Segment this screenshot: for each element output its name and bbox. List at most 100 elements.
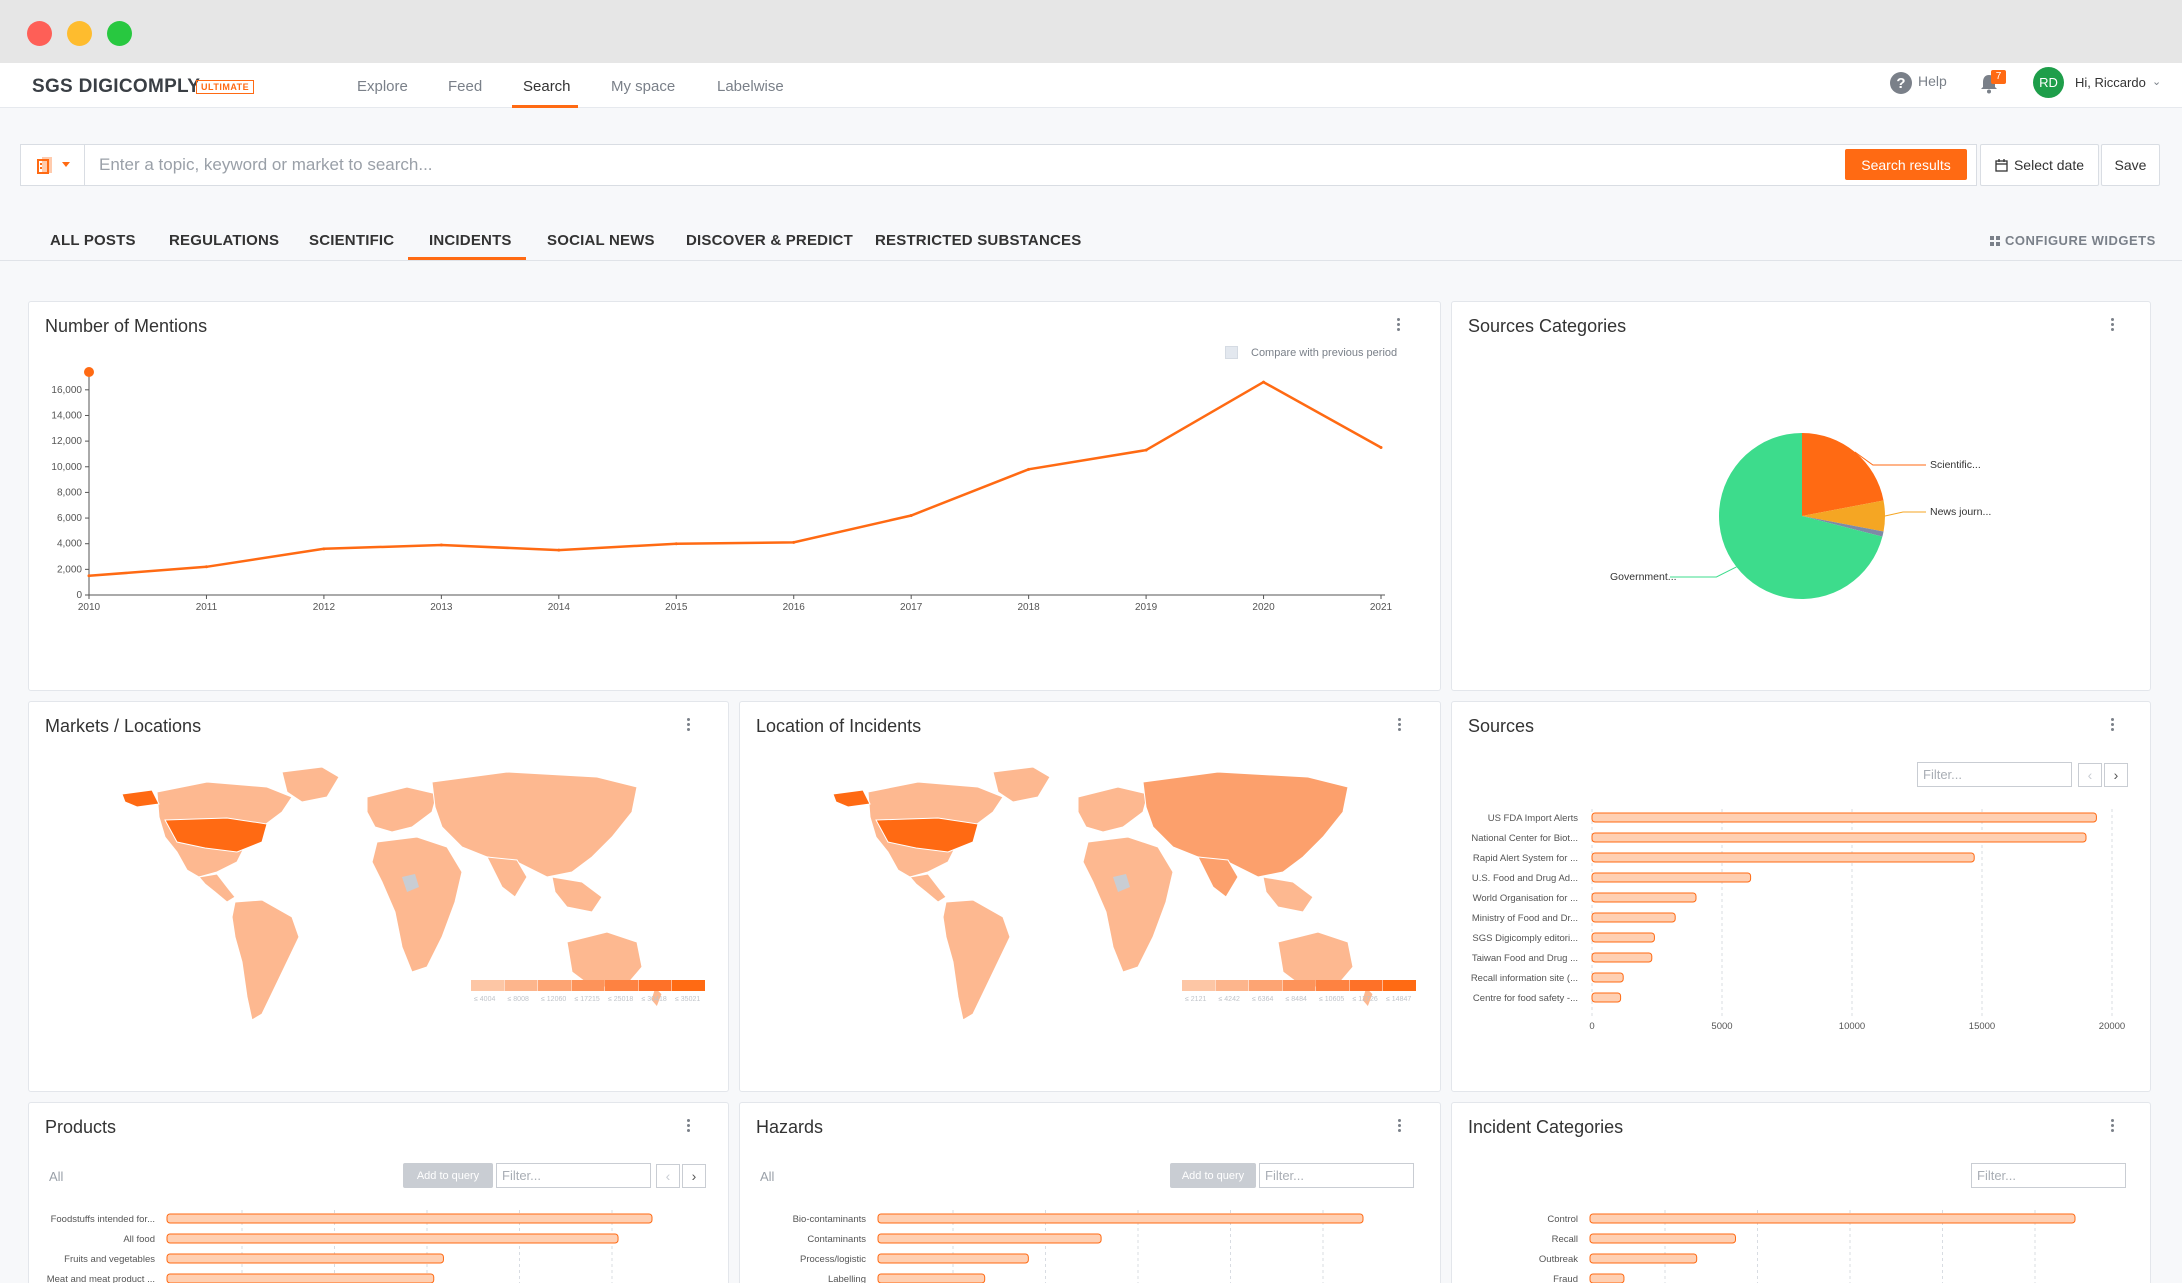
data-point	[322, 547, 326, 551]
brand-logo[interactable]: SGS DIGICOMPLY	[32, 76, 201, 97]
sources-filter-input[interactable]	[1917, 762, 2072, 787]
all-filter-link[interactable]: All	[760, 1169, 775, 1184]
bar-label: Outbreak	[1539, 1254, 1578, 1265]
map-land	[832, 766, 1374, 1021]
legend-label: ≤ 30418	[642, 996, 667, 1003]
legend-swatch	[1215, 980, 1249, 991]
legend-label: ≤ 14847	[1386, 996, 1411, 1003]
widget-hazards: Hazards All Add to query Bio-contaminant…	[739, 1102, 1441, 1283]
maximize-window-button[interactable]	[107, 21, 132, 46]
tab-regulations[interactable]: REGULATIONS	[169, 232, 280, 249]
markets-world-map[interactable]	[29, 752, 729, 1032]
hazards-bar-chart: Bio-contaminants Contaminants Process/logi…	[793, 1210, 1364, 1283]
prev-page-icon[interactable]: ‹	[656, 1164, 680, 1188]
y-axis-marker	[84, 367, 94, 377]
products-filter-input[interactable]	[496, 1163, 651, 1188]
incidents-world-map[interactable]	[740, 752, 1441, 1032]
widget-menu-icon[interactable]	[2111, 1119, 2115, 1135]
legend-swatch	[571, 980, 605, 991]
y-tick-label: 10,000	[51, 462, 82, 473]
pie-slice-government	[1718, 433, 1883, 599]
widget-menu-icon[interactable]	[1398, 1119, 1402, 1135]
next-page-icon[interactable]: ›	[2104, 763, 2128, 787]
widget-sources: Sources ‹ › US FDA Import Alerts National…	[1451, 701, 2151, 1092]
help-icon[interactable]: ?	[1890, 72, 1912, 94]
prev-page-icon[interactable]: ‹	[2078, 763, 2102, 787]
nav-search[interactable]: Search	[523, 78, 571, 95]
bar-label: SGS Digicomply editori...	[1472, 933, 1578, 944]
widget-menu-icon[interactable]	[1398, 718, 1402, 734]
map-region-alaska	[832, 789, 871, 808]
select-date-button[interactable]: Select date	[1980, 144, 2099, 186]
widget-menu-icon[interactable]	[2111, 718, 2115, 734]
compare-checkbox[interactable]	[1225, 346, 1238, 359]
compare-label[interactable]: Compare with previous period	[1251, 347, 1398, 359]
close-window-button[interactable]	[27, 21, 52, 46]
search-results-button[interactable]: Search results	[1845, 149, 1967, 180]
widget-menu-icon[interactable]	[2111, 318, 2115, 334]
legend-swatch	[672, 980, 705, 991]
bar-label: Recall information site (...	[1471, 973, 1578, 984]
x-tick-label: 2018	[1018, 602, 1041, 613]
user-greeting[interactable]: Hi, Riccardo	[2075, 75, 2146, 90]
pie-label: Government...	[1610, 571, 1677, 583]
tab-restricted-substances[interactable]: RESTRICTED SUBSTANCES	[875, 232, 1082, 249]
bar	[166, 1233, 619, 1244]
y-tick-label: 12,000	[51, 436, 82, 447]
plan-badge: ULTIMATE	[196, 80, 255, 94]
tab-social-news[interactable]: SOCIAL NEWS	[547, 232, 655, 249]
x-tick-label: 2017	[900, 602, 923, 613]
search-type-selector[interactable]	[21, 145, 85, 185]
data-point	[909, 513, 913, 517]
next-page-icon[interactable]: ›	[682, 1164, 706, 1188]
nav-my-space[interactable]: My space	[611, 78, 676, 95]
widget-menu-icon[interactable]	[687, 718, 691, 734]
x-tick-label: 2019	[1135, 602, 1158, 613]
x-tick-label: 2013	[430, 602, 453, 613]
x-tick-label: 2020	[1252, 602, 1275, 613]
tab-incidents[interactable]: INCIDENTS	[429, 232, 512, 249]
series-line	[88, 380, 1382, 578]
x-tick-label: 15000	[1969, 1021, 1995, 1032]
minimize-window-button[interactable]	[67, 21, 92, 46]
legend-label: ≤ 4004	[474, 996, 495, 1003]
search-input[interactable]	[99, 145, 1799, 185]
legend-swatch	[471, 980, 504, 991]
help-link[interactable]: Help	[1918, 73, 1947, 89]
widget-incident-categories: Incident Categories Control Recall Outbrea…	[1451, 1102, 2151, 1283]
sources-categories-pie: Scientific... News journ... Government...	[1610, 433, 1991, 599]
map-region-greenland	[281, 766, 340, 803]
avatar[interactable]: RD	[2033, 67, 2064, 98]
bar	[1589, 1273, 1625, 1283]
tab-scientific[interactable]: SCIENTIFIC	[309, 232, 395, 249]
incident-categories-filter-input[interactable]	[1971, 1163, 2126, 1188]
tab-all-posts[interactable]: ALL POSTS	[50, 232, 136, 249]
bar	[877, 1213, 1364, 1224]
tab-discover-predict[interactable]: DISCOVER & PREDICT	[686, 232, 853, 249]
configure-widgets-button[interactable]: CONFIGURE WIDGETS	[1990, 233, 2156, 248]
bar	[1589, 1213, 2076, 1224]
map-region-asia	[431, 771, 638, 878]
widget-menu-icon[interactable]	[1397, 318, 1401, 334]
legend-label: ≤ 2121	[1185, 996, 1206, 1003]
nav-labelwise[interactable]: Labelwise	[717, 78, 784, 95]
legend-swatch	[1282, 980, 1316, 991]
bar	[877, 1233, 1102, 1244]
data-point	[557, 548, 561, 552]
x-tick-label: 2014	[548, 602, 571, 613]
bar-label: Contaminants	[807, 1234, 866, 1245]
chevron-down-icon[interactable]: ⌄	[2152, 76, 2162, 88]
nav-feed[interactable]: Feed	[448, 78, 483, 95]
legend-swatch	[638, 980, 672, 991]
add-to-query-button[interactable]: Add to query	[1170, 1163, 1256, 1188]
bar	[1591, 832, 2087, 843]
add-to-query-button[interactable]: Add to query	[403, 1163, 493, 1188]
bar-label: Centre for food safety -...	[1473, 993, 1578, 1004]
calendar-icon	[1995, 158, 2008, 172]
widget-title: Hazards	[756, 1117, 824, 1137]
save-button[interactable]: Save	[2101, 144, 2160, 186]
widget-menu-icon[interactable]	[687, 1119, 691, 1135]
hazards-filter-input[interactable]	[1259, 1163, 1414, 1188]
nav-explore[interactable]: Explore	[357, 78, 408, 95]
all-filter-link[interactable]: All	[49, 1169, 64, 1184]
